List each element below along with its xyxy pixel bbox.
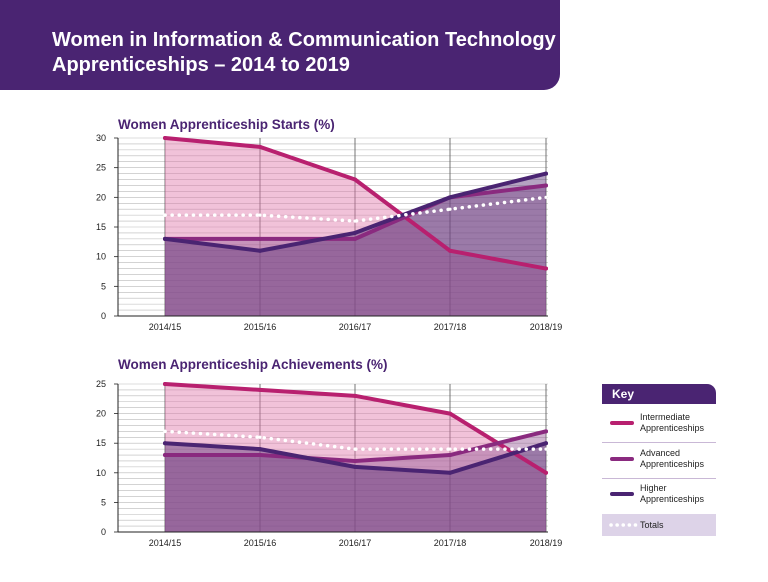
data-point-advanced (353, 236, 357, 241)
data-point-higher (163, 236, 167, 241)
y-tick-label: 10 (96, 252, 106, 262)
data-point-totals (163, 429, 167, 433)
x-tick-label: 2015/16 (244, 538, 277, 548)
legend-label-advanced: Advanced Apprenticeships (640, 448, 720, 470)
data-point-totals (353, 219, 357, 223)
area-advanced (165, 185, 546, 316)
data-point-higher (544, 441, 548, 446)
legend-label-intermediate-line-1: Intermediate (640, 412, 691, 422)
data-point-higher (448, 470, 452, 475)
page-title: Women in Information & Communication Tec… (52, 28, 556, 78)
legend-item-totals: Totals (602, 514, 716, 536)
data-point-totals (258, 213, 262, 217)
x-tick-label: 2014/15 (149, 538, 182, 548)
legend-label-advanced-line-2: Apprenticeships (640, 459, 705, 469)
data-point-intermediate (353, 393, 357, 398)
title-banner: Women in Information & Communication Tec… (0, 0, 560, 90)
data-point-advanced (544, 183, 548, 188)
data-point-totals (448, 207, 452, 211)
x-tick-label: 2016/17 (339, 322, 372, 332)
legend-label-higher: Higher Apprenticeships (640, 483, 720, 505)
y-tick-label: 0 (101, 311, 106, 321)
data-point-totals (353, 447, 357, 451)
y-tick-label: 25 (96, 379, 106, 389)
y-tick-label: 20 (96, 409, 106, 419)
chart-1: 0 5 10 15 20 25 2014/15 2015/16 2016/17 2017/18 20… (96, 379, 562, 548)
legend-label-totals: Totals (640, 520, 664, 530)
y-tick-label: 15 (96, 438, 106, 448)
data-point-totals (163, 213, 167, 217)
chart-0: 0 5 10 15 20 25 30 2014/15 2015/16 2016/17 2017/18… (96, 133, 562, 332)
data-point-intermediate (163, 136, 167, 140)
y-tick-label: 5 (101, 497, 106, 507)
data-point-totals (544, 447, 548, 451)
area-higher (165, 443, 546, 532)
legend-item-higher: Higher Apprenticeships (602, 483, 716, 513)
x-tick-label: 2017/18 (434, 322, 467, 332)
data-point-higher (258, 447, 262, 452)
legend-swatch-intermediate (610, 421, 634, 425)
legend-label-advanced-line-1: Advanced (640, 448, 681, 458)
y-tick-label: 10 (96, 468, 106, 478)
data-point-higher (544, 171, 548, 176)
data-point-higher (258, 248, 262, 253)
data-point-totals (258, 435, 262, 439)
x-tick-label: 2017/18 (434, 538, 467, 548)
data-point-advanced (544, 429, 548, 434)
data-point-higher (163, 441, 167, 446)
data-point-intermediate (258, 387, 262, 392)
data-point-totals (448, 447, 452, 451)
data-point-intermediate (353, 177, 357, 182)
legend-label-higher-line-2: Apprenticeships (640, 494, 705, 504)
data-point-advanced (258, 453, 262, 458)
y-tick-label: 5 (101, 281, 106, 291)
data-point-intermediate (258, 144, 262, 149)
data-point-intermediate (163, 382, 167, 386)
legend: Key Intermediate Apprenticeships Advance… (602, 384, 716, 536)
x-tick-label: 2015/16 (244, 322, 277, 332)
legend-title: Key (602, 384, 716, 404)
y-tick-label: 30 (96, 133, 106, 143)
data-point-higher (353, 230, 357, 235)
x-tick-label: 2016/17 (339, 538, 372, 548)
legend-label-intermediate-line-2: Apprenticeships (640, 423, 705, 433)
starts-chart-title: Women Apprenticeship Starts (%) (118, 117, 335, 132)
data-point-intermediate (544, 470, 548, 475)
page-title-line-2: Apprenticeships – 2014 to 2019 (52, 54, 350, 76)
data-point-intermediate (448, 411, 452, 416)
y-tick-label: 20 (96, 192, 106, 202)
legend-item-advanced: Advanced Apprenticeships (602, 448, 716, 482)
data-point-totals (544, 195, 548, 199)
legend-swatch-higher (610, 492, 634, 496)
data-point-advanced (163, 453, 167, 458)
legend-swatch-advanced (610, 457, 634, 461)
y-tick-label: 25 (96, 163, 106, 173)
legend-label-intermediate: Intermediate Apprenticeships (640, 412, 720, 434)
legend-item-intermediate: Intermediate Apprenticeships (602, 412, 716, 446)
area-intermediate (165, 384, 546, 532)
data-point-higher (448, 195, 452, 200)
data-point-higher (353, 464, 357, 469)
data-point-intermediate (448, 248, 452, 253)
x-tick-label: 2014/15 (149, 322, 182, 332)
legend-swatch-totals (609, 523, 640, 527)
data-point-advanced (448, 453, 452, 458)
y-tick-label: 0 (101, 527, 106, 537)
achievements-chart-title: Women Apprenticeship Achievements (%) (118, 357, 388, 372)
area-intermediate (165, 138, 546, 316)
data-point-intermediate (544, 266, 548, 271)
legend-label-higher-line-1: Higher (640, 483, 667, 493)
y-tick-label: 15 (96, 222, 106, 232)
data-point-advanced (258, 236, 262, 241)
page-title-line-1: Women in Information & Communication Tec… (52, 29, 556, 51)
data-point-advanced (353, 458, 357, 463)
legend-divider (602, 478, 716, 479)
x-tick-label: 2018/19 (530, 538, 563, 548)
x-tick-label: 2018/19 (530, 322, 563, 332)
legend-divider (602, 442, 716, 443)
